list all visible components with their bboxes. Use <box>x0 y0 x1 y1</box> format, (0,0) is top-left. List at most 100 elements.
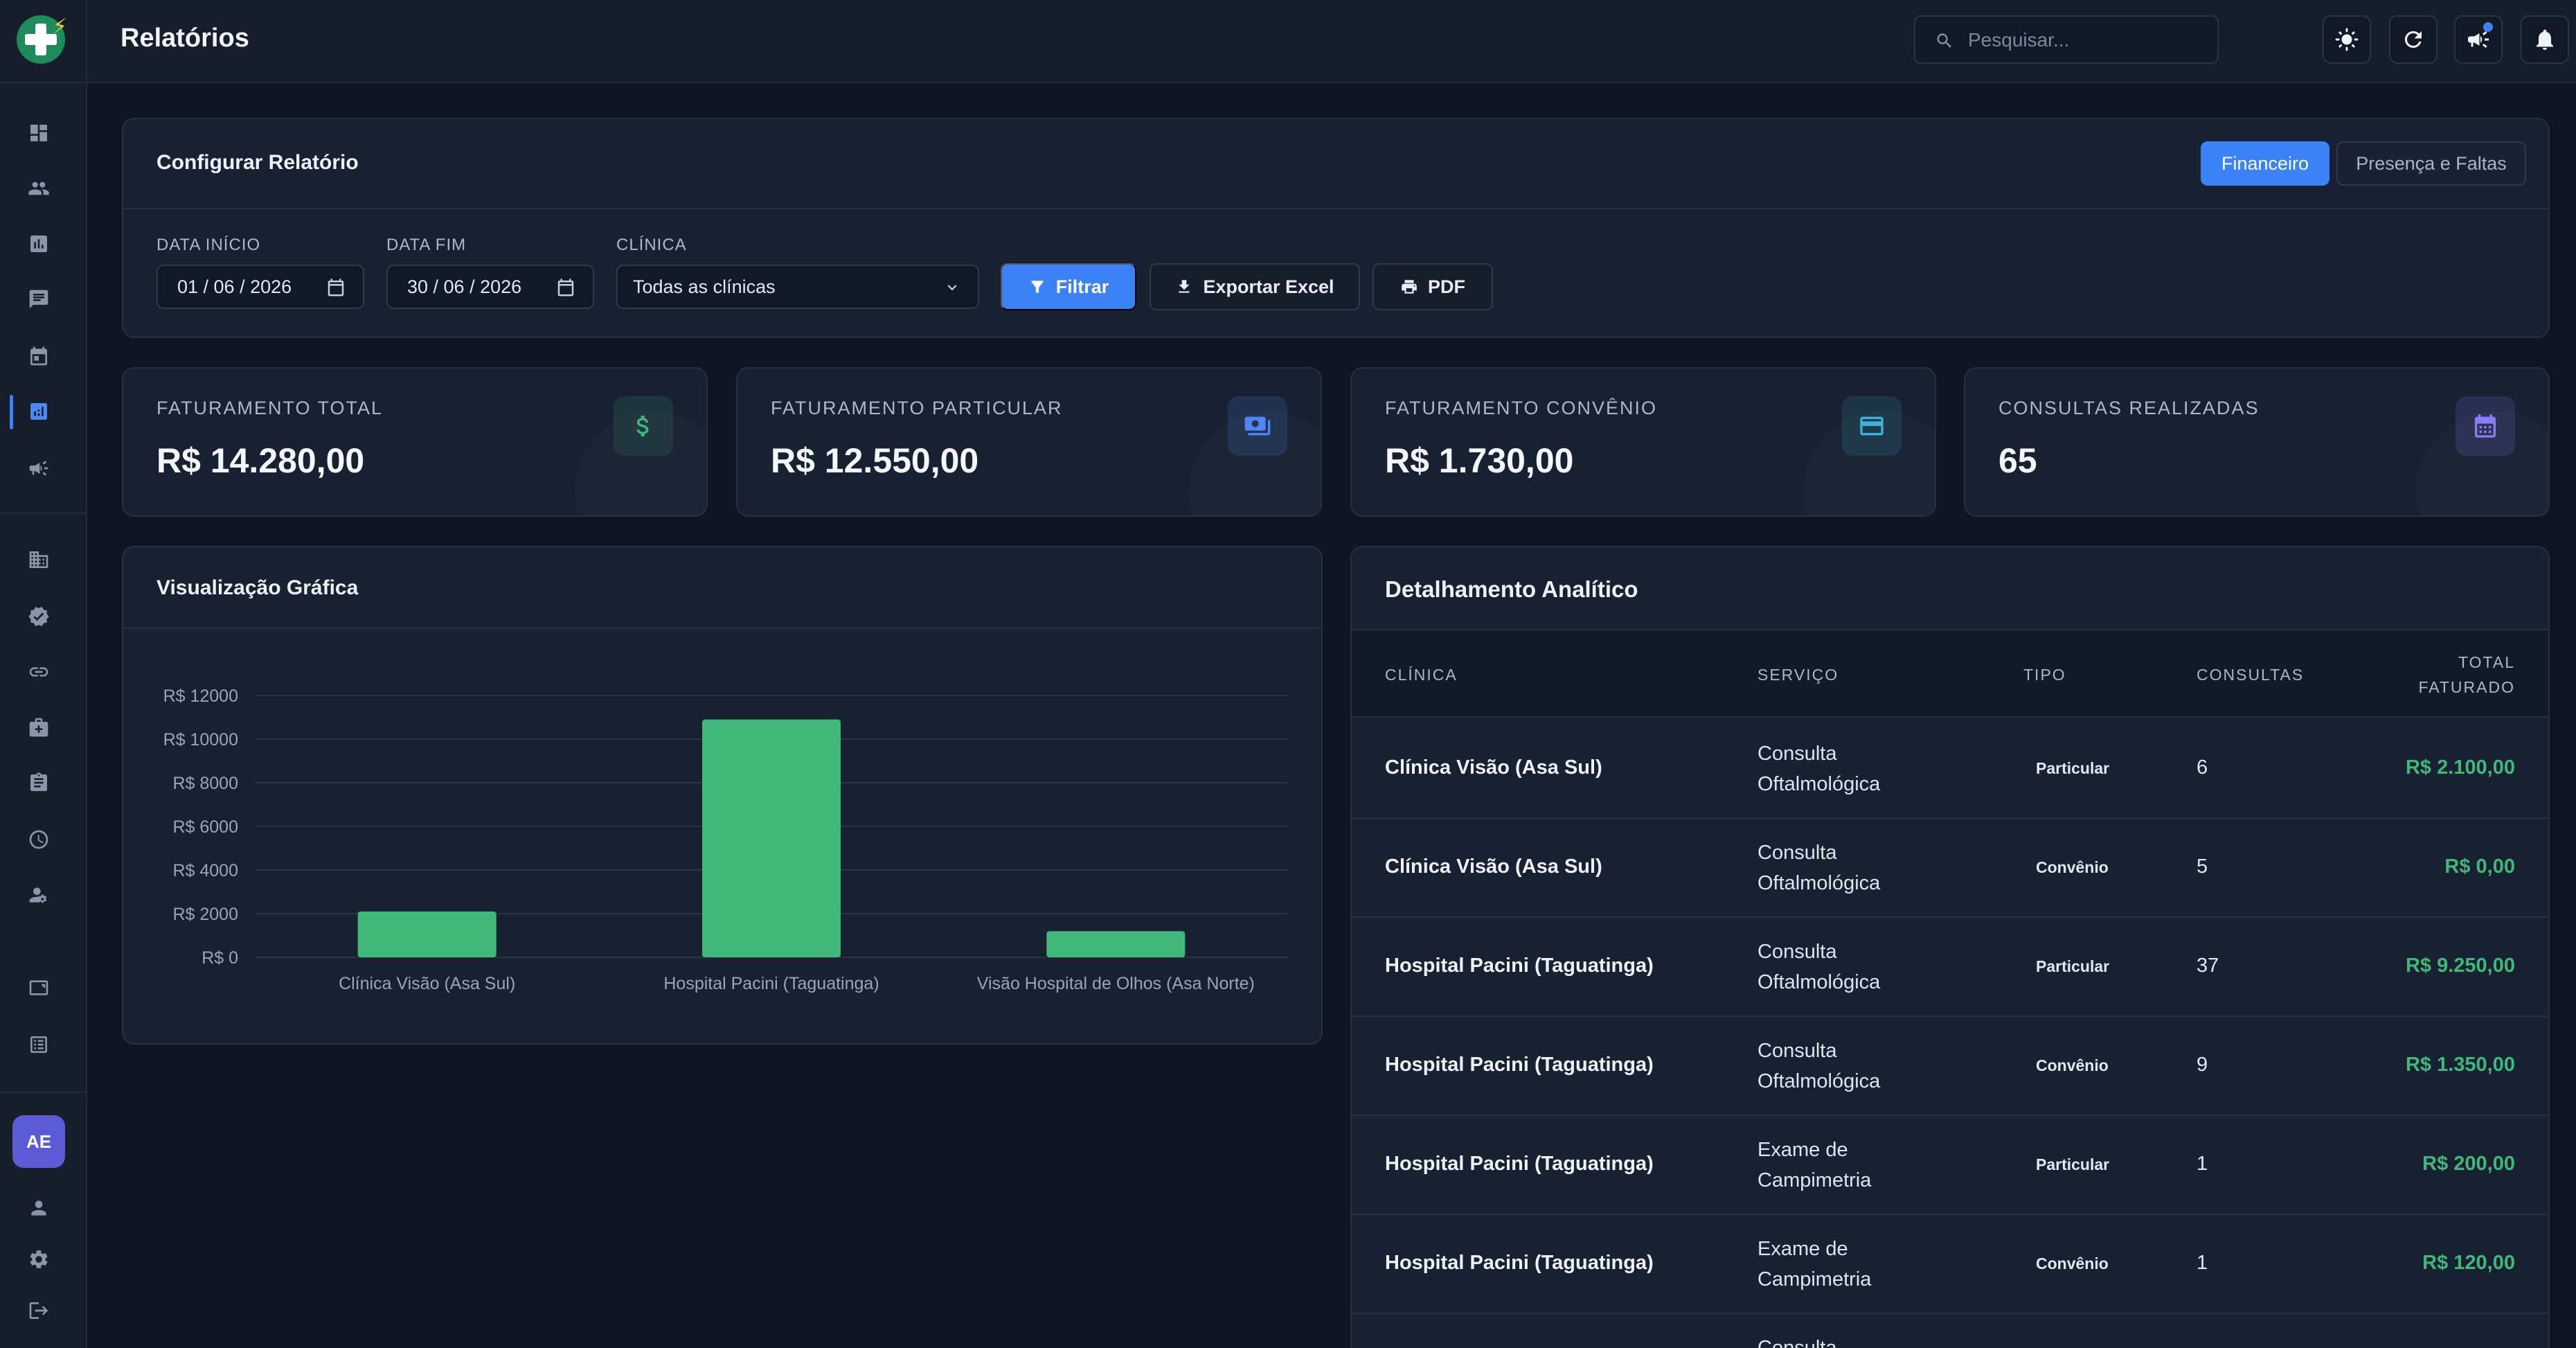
logout-icon[interactable] <box>25 1297 53 1324</box>
cell-consults: 37 <box>2197 955 2219 977</box>
cell-clinic: Clínica Visão (Asa Sul) <box>1385 855 1602 878</box>
calendar-icon[interactable] <box>25 342 53 370</box>
y-tick-label: R$ 0 <box>202 948 238 968</box>
filter-button-label: Filtrar <box>1055 276 1109 297</box>
reports-icon[interactable] <box>25 230 53 258</box>
export-excel-button[interactable]: Exportar Excel <box>1150 263 1360 310</box>
bell-icon <box>2537 29 2553 50</box>
th-type: TIPO <box>2023 666 2066 684</box>
cell-service-line1: Consulta <box>1757 1040 1837 1062</box>
config-panel-title: Configurar Relatório <box>156 151 359 174</box>
start-date-input[interactable]: 01 / 06 / 2026 <box>156 265 364 309</box>
calendar-icon[interactable] <box>555 277 576 298</box>
sidebar-divider <box>0 513 87 514</box>
tab-presenca-faltas[interactable]: Presença e Faltas <box>2336 141 2526 186</box>
notifications-button[interactable] <box>2521 15 2569 64</box>
pdf-button[interactable]: PDF <box>1372 263 1493 310</box>
cell-service-line1: Consulta <box>1757 1337 1837 1348</box>
clinic-label: CLÍNICA <box>616 236 687 254</box>
chart-panel: Visualização Gráfica R$ 0 R$ 2000 R$ 4000 R… <box>122 546 1323 1045</box>
cell-type: Particular <box>2036 759 2110 777</box>
cell-clinic: Hospital Pacini (Taguatinga) <box>1385 1252 1654 1274</box>
cell-consults: 1 <box>2197 1153 2208 1175</box>
cell-service: Consulta Oftalmológica <box>1757 738 1938 799</box>
th-total: TOTAL FATURADO <box>2418 650 2515 700</box>
sidebar-avatar[interactable]: AE <box>12 1115 65 1168</box>
gear-icon[interactable] <box>25 1245 53 1273</box>
cell-clinic: Hospital Pacini (Taguatinga) <box>1385 1153 1654 1175</box>
bar[interactable] <box>702 719 841 957</box>
sidebar-divider <box>0 82 87 83</box>
table-row: Hospital Pacini (Taguatinga) Consulta Ofta… <box>1352 1016 2548 1116</box>
th-total-line2: FATURADO <box>2418 678 2515 696</box>
th-clinic: CLÍNICA <box>1385 666 1458 684</box>
user-settings-icon[interactable] <box>25 881 53 909</box>
link-icon[interactable] <box>25 658 53 686</box>
cell-clinic: Clínica Visão (Asa Sul) <box>1385 756 1602 779</box>
config-report-panel: Configurar Relatório Financeiro Presença… <box>122 118 2550 338</box>
y-tick-label: R$ 10000 <box>163 730 238 750</box>
app-logo[interactable]: ⚡ <box>17 15 67 64</box>
y-tick-label: R$ 8000 <box>172 774 238 793</box>
chat-icon[interactable] <box>25 285 53 313</box>
cell-clinic: Hospital Pacini (Taguatinga) <box>1385 955 1654 977</box>
start-date-label: DATA INÍCIO <box>156 236 261 254</box>
dollar-icon <box>614 396 673 456</box>
cell-service-line2: Oftalmológica <box>1757 971 1881 993</box>
printer-icon <box>1402 280 1417 294</box>
refresh-button[interactable] <box>2389 15 2438 64</box>
table-header: CLÍNICA SERVIÇO TIPO CONSULTAS TOTAL FAT… <box>1352 629 2548 718</box>
cell-service-line2: Oftalmológica <box>1757 773 1881 795</box>
theme-toggle-button[interactable] <box>2323 15 2371 64</box>
filter-button[interactable]: Filtrar <box>1001 263 1136 310</box>
export-icon[interactable] <box>25 974 53 1002</box>
cell-consults: 6 <box>2197 756 2208 779</box>
users-icon[interactable] <box>25 175 53 202</box>
cell-total: R$ 9.250,00 <box>2405 955 2515 977</box>
table-row: Hospital Pacini (Taguatinga) Consulta Ofta… <box>1352 917 2548 1017</box>
kpi-value: 65 <box>1998 441 2037 480</box>
chart-title: Visualização Gráfica <box>156 576 359 599</box>
page-title: Relatórios <box>120 24 249 53</box>
bar[interactable] <box>357 911 497 957</box>
dashboard-icon[interactable] <box>25 119 53 147</box>
building-icon[interactable] <box>25 546 53 574</box>
bar[interactable] <box>1046 931 1186 957</box>
kpi-label: CONSULTAS REALIZADAS <box>1998 398 2260 418</box>
end-date-value: 30 / 06 / 2026 <box>407 276 522 297</box>
tab-financeiro[interactable]: Financeiro <box>2201 141 2329 186</box>
cash-icon <box>1228 396 1287 456</box>
clinic-select[interactable]: Todas as clínicas <box>616 265 979 309</box>
analytics-icon[interactable] <box>25 398 53 425</box>
export-excel-label: Exportar Excel <box>1203 276 1334 297</box>
profile-icon[interactable] <box>25 1194 53 1222</box>
clock-icon[interactable] <box>25 826 53 853</box>
list-icon[interactable] <box>25 1031 53 1058</box>
y-tick-label: R$ 2000 <box>172 905 238 924</box>
clipboard-icon[interactable] <box>25 769 53 797</box>
filter-icon <box>1031 281 1044 293</box>
end-date-input[interactable]: 30 / 06 / 2026 <box>386 265 594 309</box>
cell-total: R$ 0,00 <box>2444 855 2515 878</box>
cell-service: Consulta Oftalmológica <box>1757 837 1938 898</box>
th-consults: CONSULTAS <box>2197 666 2305 684</box>
y-tick-label: R$ 6000 <box>172 817 238 837</box>
search-input[interactable] <box>1968 26 2203 54</box>
y-tick-label: R$ 4000 <box>172 861 238 880</box>
y-tick-label: R$ 12000 <box>163 686 238 706</box>
search-icon <box>1937 33 1951 48</box>
th-total-line1: TOTAL <box>2458 653 2515 671</box>
refresh-icon <box>2405 31 2422 48</box>
sun-icon <box>2335 28 2359 51</box>
cell-total: R$ 2.100,00 <box>2405 756 2515 779</box>
verified-icon[interactable] <box>25 603 53 630</box>
cell-service: Consulta Oftalmológica <box>1757 937 1938 997</box>
calendar-icon[interactable] <box>325 277 346 298</box>
cell-clinic: Hospital Pacini (Taguatinga) <box>1385 1054 1654 1076</box>
analytic-table-panel: Detalhamento Analítico CLÍNICA SERVIÇO T… <box>1350 546 2550 1348</box>
megaphone-icon[interactable] <box>25 454 53 482</box>
medical-bag-icon[interactable] <box>25 713 53 741</box>
announcements-button[interactable] <box>2454 15 2503 64</box>
search-box[interactable] <box>1914 15 2219 64</box>
